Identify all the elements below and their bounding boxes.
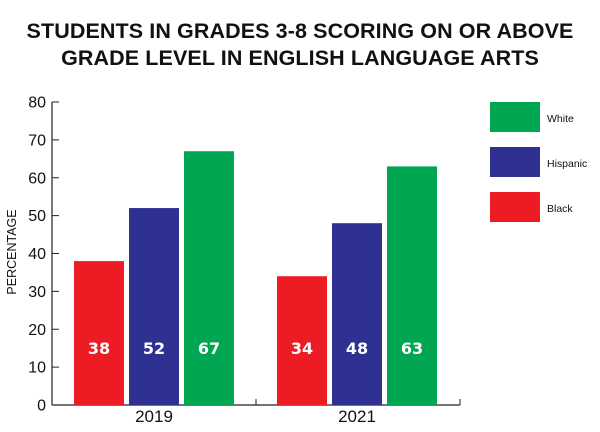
bar-white-2019: [184, 151, 234, 405]
data-label-hispanic-2021: 48: [346, 339, 368, 358]
data-label-white-2019: 67: [198, 339, 220, 358]
y-tick-label: 40: [28, 246, 46, 263]
bar-black-2021: [277, 276, 327, 405]
data-label-black-2019: 38: [88, 339, 110, 358]
y-tick-label: 80: [28, 95, 46, 112]
legend: White Hispanic Black: [490, 102, 587, 222]
y-tick-label: 50: [28, 208, 46, 225]
y-tick-label: 60: [28, 170, 46, 187]
data-label-hispanic-2019: 52: [143, 339, 165, 358]
y-tick-label: 30: [28, 284, 46, 301]
chart-title-line-1: STUDENTS IN GRADES 3-8 SCORING ON OR ABO…: [26, 19, 574, 43]
legend-swatch-hispanic: [490, 147, 540, 177]
bars: 38 52 67 34 48 63: [74, 151, 437, 405]
data-label-white-2021: 63: [401, 339, 423, 358]
chart-title: STUDENTS IN GRADES 3-8 SCORING ON OR ABO…: [0, 18, 600, 72]
bar-hispanic-2019: [129, 208, 179, 405]
x-tick-label: 2019: [135, 407, 173, 426]
y-tick-label: 20: [28, 322, 46, 339]
legend-swatch-white: [490, 102, 540, 132]
data-label-black-2021: 34: [291, 339, 313, 358]
axes: 0 10 20 30 40 50 60 70 80 2019 2021: [28, 95, 461, 426]
y-axis-label: PERCENTAGE: [5, 209, 19, 294]
y-tick-label: 10: [28, 360, 46, 377]
bar-hispanic-2021: [332, 223, 382, 405]
legend-label-hispanic: Hispanic: [547, 158, 587, 170]
bar-white-2021: [387, 166, 437, 405]
y-tick-label: 0: [37, 398, 46, 415]
legend-swatch-black: [490, 192, 540, 222]
legend-label-white: White: [547, 113, 574, 125]
chart-title-line-2: GRADE LEVEL IN ENGLISH LANGUAGE ARTS: [61, 46, 539, 70]
bar-black-2019: [74, 261, 124, 405]
legend-label-black: Black: [547, 203, 573, 215]
x-tick-label: 2021: [338, 407, 376, 426]
y-tick-label: 70: [28, 132, 46, 149]
